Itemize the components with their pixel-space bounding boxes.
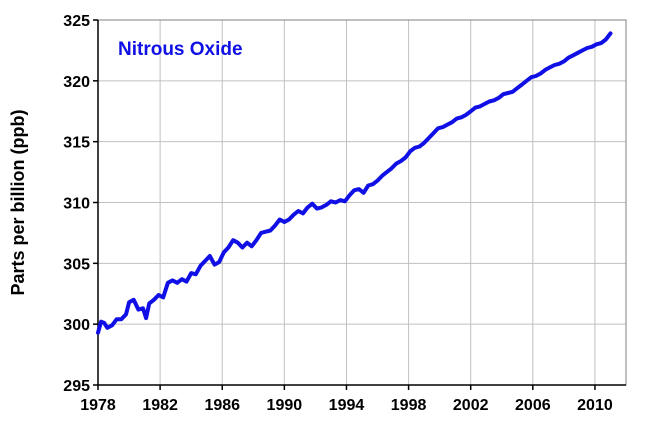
x-tick-label: 1990 <box>267 397 303 414</box>
axis-ticks <box>93 19 626 390</box>
series-label: Nitrous Oxide <box>118 39 243 60</box>
y-tick-label: 295 <box>63 378 90 395</box>
series-layer <box>96 31 613 335</box>
y-axis-tick-labels: 295 300 305 310 315 320 325 <box>63 13 90 395</box>
x-tick-label: 1986 <box>204 397 240 414</box>
x-tick-label: 1982 <box>142 397 178 414</box>
y-tick-label: 300 <box>63 317 90 334</box>
y-tick-label: 310 <box>63 196 90 213</box>
y-tick-label: 315 <box>63 135 90 152</box>
y-tick-label: 320 <box>63 74 90 91</box>
x-tick-label: 2010 <box>577 397 613 414</box>
x-tick-label: 1994 <box>329 397 365 414</box>
y-tick-label: 325 <box>63 13 90 30</box>
x-axis-tick-labels: 1978 1982 1986 1990 1994 1998 2002 2006 2010 <box>80 397 613 414</box>
y-tick-label: 305 <box>63 256 90 273</box>
x-tick-label: 1998 <box>391 397 427 414</box>
x-tick-label: 2006 <box>515 397 551 414</box>
y-axis-title: Parts per billion (ppb) <box>8 109 28 295</box>
x-tick-label: 2002 <box>453 397 489 414</box>
x-tick-label: 1978 <box>80 397 116 414</box>
series-line-0 <box>96 31 613 335</box>
